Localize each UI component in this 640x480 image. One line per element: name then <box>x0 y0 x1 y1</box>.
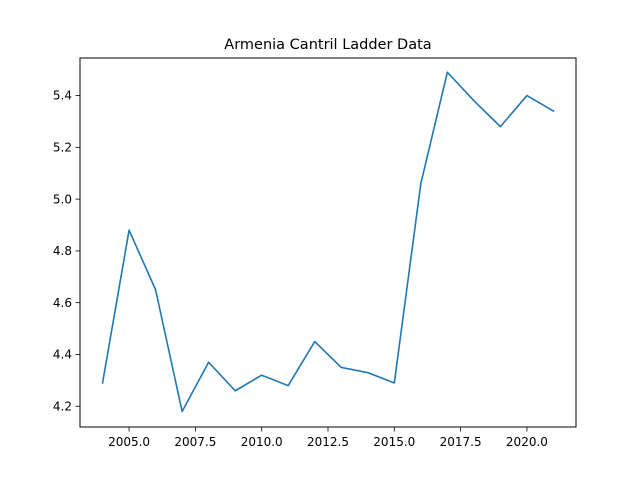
x-axis: 2005.0 2007.5 2010.0 2012.5 2015.0 2017.5 2020… <box>108 427 548 449</box>
series-layer <box>101 71 555 413</box>
y-tick-label: 4.6 <box>53 296 72 310</box>
chart-title: Armenia Cantril Ladder Data <box>224 37 431 53</box>
series-line <box>101 71 555 413</box>
x-tick-label: 2007.5 <box>174 435 216 449</box>
y-tick-label: 4.4 <box>53 348 72 362</box>
y-axis: 4.2 4.4 4.6 4.8 5.0 5.2 5.4 <box>53 89 80 413</box>
y-tick-label: 4.8 <box>53 244 72 258</box>
x-tick-label: 2010.0 <box>241 435 283 449</box>
x-tick-label: 2005.0 <box>108 435 150 449</box>
plot-frame <box>79 57 577 428</box>
y-tick-label: 5.4 <box>53 89 72 103</box>
x-tick-label: 2012.5 <box>307 435 349 449</box>
x-tick-label: 2017.5 <box>440 435 482 449</box>
y-tick-label: 5.2 <box>53 141 72 155</box>
y-tick-label: 5.0 <box>53 192 72 206</box>
x-tick-label: 2020.0 <box>506 435 548 449</box>
x-tick-label: 2015.0 <box>373 435 415 449</box>
y-tick-label: 4.2 <box>53 399 72 413</box>
